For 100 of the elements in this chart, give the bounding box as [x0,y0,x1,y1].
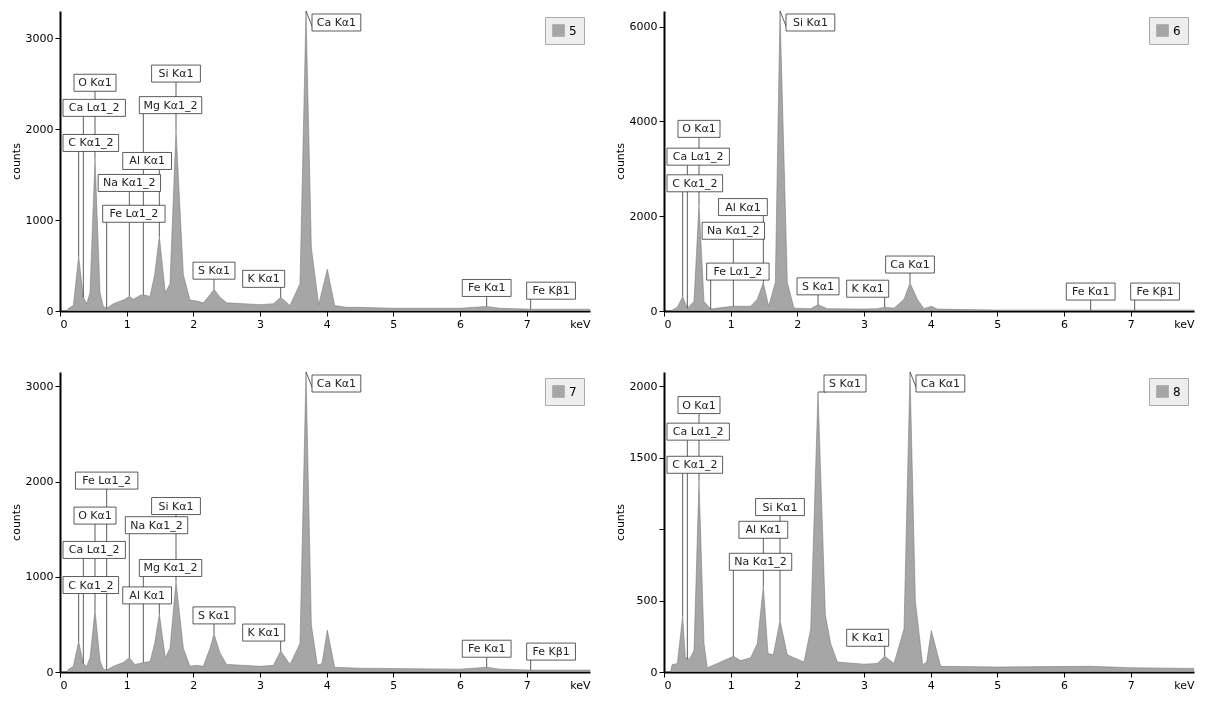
y-tick-label: 2000 [25,122,54,136]
annotation: Ca Kα1 [920,377,961,390]
x-tick-label: 5 [390,317,398,331]
annotation: Fe Kα1 [1071,285,1110,299]
annotation: Fe Lα1_2 [713,265,763,279]
x-tick-label: 3 [861,317,868,331]
annotation: Al Kα1 [745,523,782,537]
annotation: S Kα1 [198,608,230,622]
annotation: Fe Kβ1 [1136,285,1174,299]
y-tick-label: 1000 [25,570,54,584]
annotation: S Kα1 [198,264,230,278]
x-tick-label: 7 [523,317,531,331]
x-tick-label: 7 [1127,317,1135,331]
annotation: S Kα1 [829,377,861,390]
x-tick-label: 6 [1061,317,1068,331]
annotation: Si Kα1 [158,67,194,81]
y-tick-label: 0 [650,304,658,318]
annotation: Na Kα1_2 [103,176,156,190]
y-axis-title: counts [613,503,627,541]
annotation: O Kα1 [78,76,112,90]
x-axis-title: keV [1174,317,1195,331]
annotation: S Kα1 [802,279,834,293]
x-tick-label: 2 [794,317,802,331]
x-tick-label: 6 [1061,678,1068,692]
x-tick-label: 6 [457,317,464,331]
x-tick-label: 7 [1127,678,1135,692]
annotation: C Kα1_2 [68,136,114,150]
annotation: Al Kα1 [129,154,165,168]
annotation: Na Kα1_2 [707,224,760,238]
annotation: O Kα1 [682,398,716,412]
x-tick-label: 4 [323,317,331,331]
y-axis-title: counts [9,142,23,180]
y-tick-label: 2000 [25,475,54,489]
annotation: Si Kα1 [762,500,798,514]
annotation: C Kα1_2 [68,578,114,592]
annotation: Na Kα1_2 [130,518,183,532]
annotation: Ca Kα1 [316,16,357,29]
x-tick-label: 5 [994,317,1002,331]
annotation: K Kα1 [851,282,884,296]
annotation: C Kα1_2 [672,458,718,472]
x-tick-label: 1 [727,678,735,692]
annotation: Fe Kα1 [467,281,506,295]
annotation: Fe Kβ1 [532,284,570,298]
y-tick-label: 2000 [629,209,658,223]
x-tick-label: 1 [123,317,131,331]
annotation: Ca Lα1_2 [68,543,120,557]
x-tick-label: 2 [190,317,198,331]
x-tick-label: 6 [457,678,464,692]
y-tick-label: 3000 [25,379,54,393]
x-tick-label: 5 [994,678,1002,692]
y-tick-label: 0 [46,665,54,679]
x-tick-label: 1 [727,317,735,331]
x-tick-label: 0 [664,678,672,692]
y-tick-label: 0 [46,304,54,318]
y-tick-label: 2000 [629,379,658,393]
annotation: Ca Kα1 [316,377,357,390]
x-tick-label: 7 [523,678,531,692]
x-tick-label: 4 [323,678,331,692]
legend-label: 7 [569,384,577,399]
y-tick-label: 0 [650,665,658,679]
y-tick-label: 500 [636,594,658,608]
annotation: Ca Lα1_2 [672,425,724,439]
annotation: Al Kα1 [129,588,165,602]
x-tick-label: 4 [927,678,935,692]
x-tick-label: 2 [190,678,198,692]
y-tick-label: 1500 [629,451,658,465]
x-tick-label: 0 [60,317,68,331]
x-axis-title: keV [570,678,591,692]
annotation: Si Kα1 [792,16,828,29]
annotation: Fe Lα1_2 [82,474,132,488]
annotation: Fe Kα1 [467,642,506,656]
annotation: C Kα1_2 [672,176,718,190]
annotation: Ca Lα1_2 [672,150,724,164]
annotation: O Kα1 [78,509,112,523]
x-tick-label: 3 [861,678,868,692]
x-axis-title: keV [570,317,591,331]
y-tick-label: 3000 [25,31,54,45]
annotation: Mg Kα1_2 [143,561,198,575]
y-tick-label: 4000 [629,114,658,128]
annotation: K Kα1 [247,272,280,286]
y-tick-label: 6000 [629,20,658,34]
y-axis-title: counts [613,142,627,180]
x-tick-label: 0 [664,317,672,331]
x-tick-label: 3 [257,678,264,692]
annotation: K Kα1 [851,631,884,645]
x-axis-title: keV [1174,678,1195,692]
annotation: Ca Lα1_2 [68,101,120,115]
annotation: K Kα1 [247,626,280,640]
y-axis-title: counts [9,503,23,541]
legend-label: 5 [569,23,577,38]
x-tick-label: 0 [60,678,68,692]
x-tick-label: 3 [257,317,264,331]
x-tick-label: 5 [390,678,398,692]
annotation: Fe Lα1_2 [109,207,159,221]
legend-label: 8 [1173,384,1181,399]
x-tick-label: 2 [794,678,802,692]
annotation: O Kα1 [682,122,716,136]
annotation: Fe Kβ1 [532,645,570,659]
x-tick-label: 1 [123,678,131,692]
y-tick-label: 1000 [25,213,54,227]
